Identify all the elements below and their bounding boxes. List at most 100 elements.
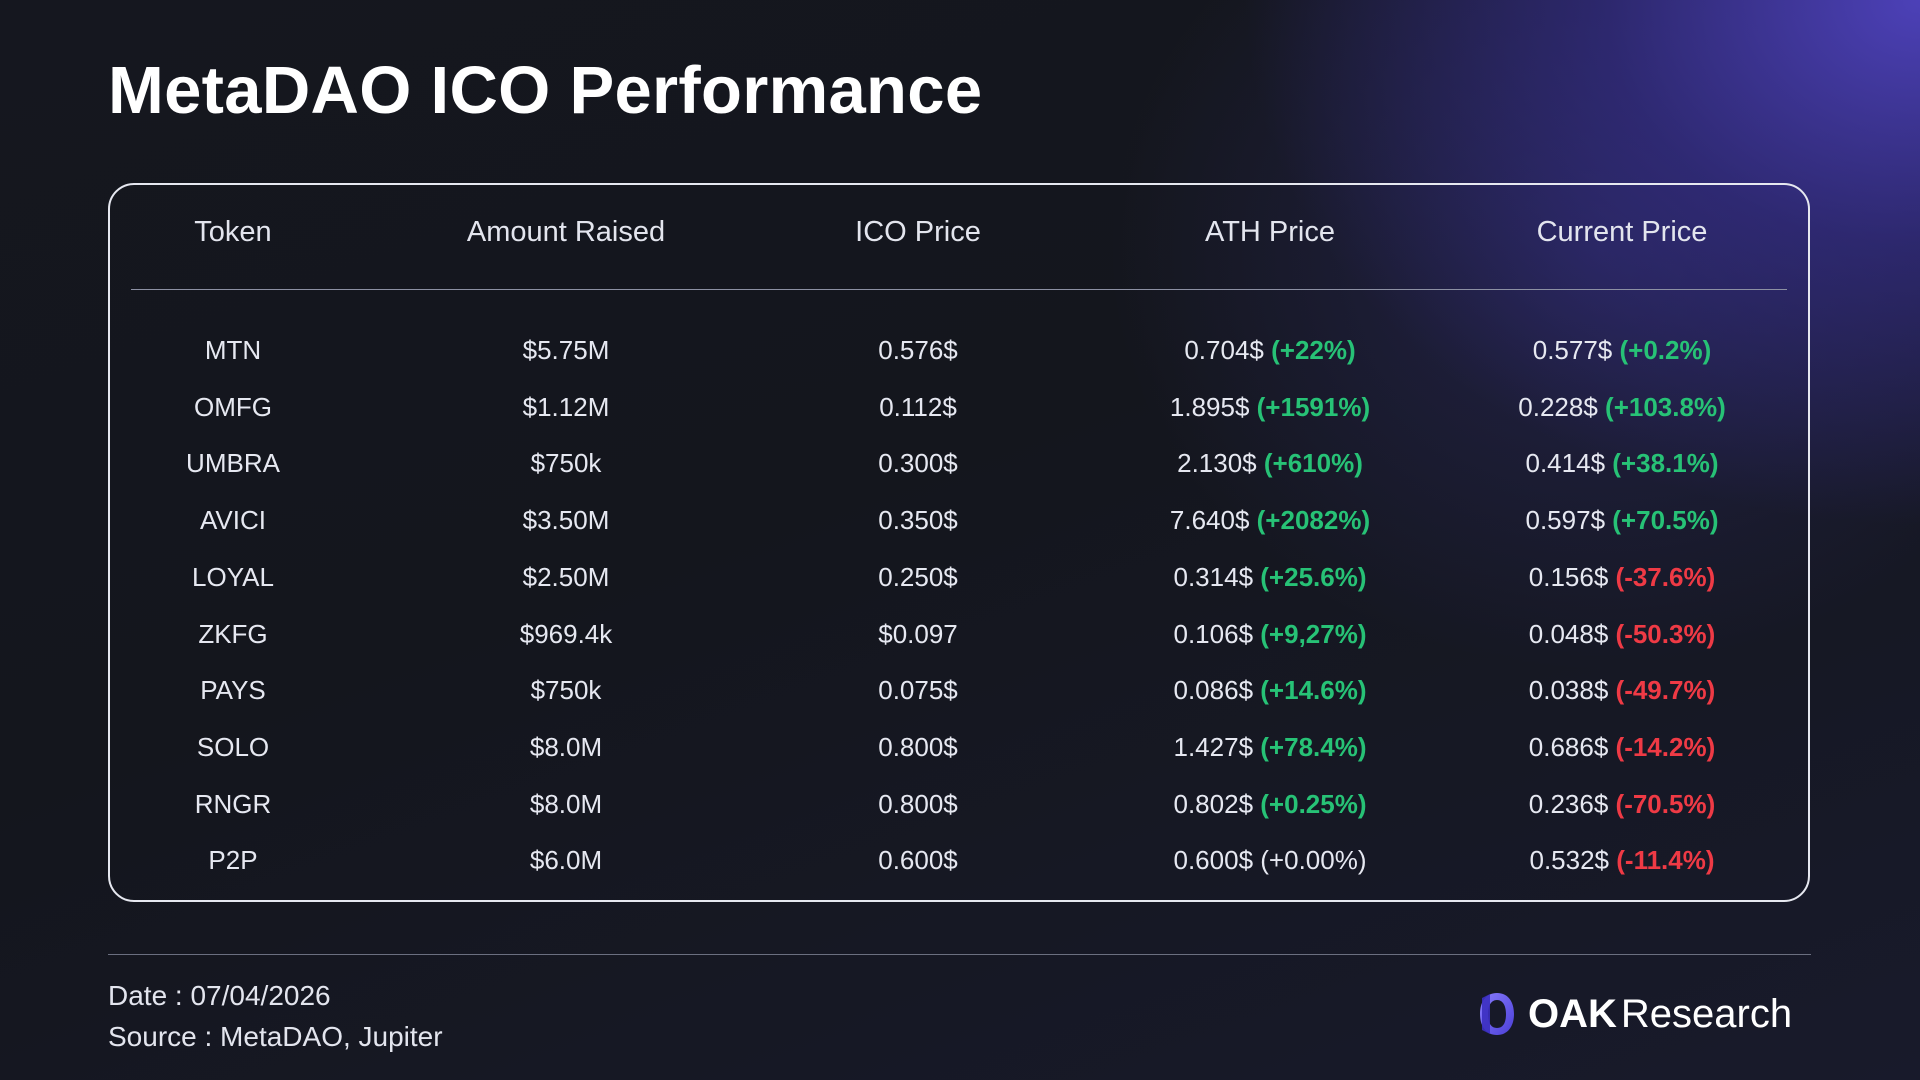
price-value: 0.414$ <box>1525 448 1606 479</box>
ath-price-cell: 0.704$ (+22%) <box>1184 335 1355 366</box>
column-header-amount-raised: Amount Raised <box>466 216 666 248</box>
table-row: ZKFG $969.4k $0.097 0.106$ (+9,27%) 0.048$ (… <box>110 607 1808 663</box>
ath-price-cell: 0.106$ (+9,27%) <box>1174 619 1367 650</box>
price-value: 0.577$ <box>1532 335 1613 365</box>
ath-price-cell: 7.640$ (+2082%) <box>1170 505 1370 536</box>
ico-price-cell: 0.250$ <box>878 561 958 592</box>
column-header-current-price: Current Price <box>1536 216 1708 248</box>
price-change-positive: (+610%) <box>1263 448 1363 479</box>
ath-price-cell: 0.086$ (+14.6%) <box>1174 675 1367 706</box>
token-cell: UMBRA <box>186 448 280 479</box>
amount-raised-cell: $8.0M <box>529 788 603 819</box>
ico-price-cell: 0.800$ <box>878 788 958 819</box>
current-price-cell: 0.414$ (+38.1%) <box>1526 448 1719 479</box>
price-value: 0.802$ <box>1173 788 1254 819</box>
current-price-cell: 0.156$ (-37.6%) <box>1529 562 1715 593</box>
price-change-positive: (+14.6%) <box>1260 675 1367 706</box>
price-change-positive: (+78.4%) <box>1260 731 1367 762</box>
token-cell: RNGR <box>194 788 272 819</box>
table-row: OMFG $1.12M 0.112$ 1.895$ (+1591%) 0.228$ (+… <box>110 380 1808 436</box>
price-value: 0.156$ <box>1528 561 1609 592</box>
price-change-negative: (-11.4%) <box>1616 845 1715 876</box>
header-divider <box>131 289 1787 290</box>
price-change-negative: (-50.3%) <box>1615 618 1716 649</box>
price-change-negative: (-14.2%) <box>1615 731 1716 762</box>
amount-raised-cell: $750k <box>530 675 602 706</box>
token-cell: AVICI <box>200 505 266 536</box>
price-value: 1.427$ <box>1173 731 1254 762</box>
price-change-positive: (+70.5%) <box>1612 505 1719 536</box>
price-value: 0.106$ <box>1173 618 1254 649</box>
token-cell: ZKFG <box>198 618 268 649</box>
footer-divider <box>108 954 1811 955</box>
amount-raised-cell: $750k <box>530 448 602 479</box>
ico-price-cell: 0.112$ <box>879 391 957 422</box>
amount-raised-cell: $8.0M <box>529 731 603 762</box>
price-value: 0.600$ <box>1173 845 1254 876</box>
brand-logo-group: OAK Research <box>1476 989 1792 1039</box>
ico-price-cell: 0.350$ <box>878 505 958 536</box>
current-price-cell: 0.038$ (-49.7%) <box>1529 675 1715 706</box>
ico-price-cell: $0.097 <box>878 618 958 649</box>
price-change-positive: (+22%) <box>1271 335 1356 365</box>
performance-table: Token Amount Raised ICO Price ATH Price … <box>108 183 1810 902</box>
price-change-neutral: (+0.00%) <box>1260 845 1367 876</box>
price-change-positive: (+9,27%) <box>1260 618 1367 649</box>
page-title: MetaDAO ICO Performance <box>108 53 983 128</box>
price-value: 0.597$ <box>1525 505 1606 536</box>
token-cell: SOLO <box>196 731 270 762</box>
token-cell: LOYAL <box>192 561 274 592</box>
ico-price-cell: 0.576$ <box>878 335 958 365</box>
ath-price-cell: 1.427$ (+78.4%) <box>1174 732 1367 763</box>
ico-price-cell: 0.075$ <box>878 675 958 706</box>
token-cell: OMFG <box>194 391 272 422</box>
token-cell: P2P <box>208 845 258 876</box>
footer-date: Date : 07/04/2026 <box>108 980 331 1011</box>
brand-research-text: Research <box>1620 991 1793 1036</box>
table-row: UMBRA $750k 0.300$ 2.130$ (+610%) 0.414$ (+3… <box>110 436 1808 492</box>
ath-price-cell: 0.600$ (+0.00%) <box>1174 845 1367 876</box>
ico-price-cell: 0.600$ <box>878 845 958 876</box>
table-row: PAYS $750k 0.075$ 0.086$ (+14.6%) 0.038$ (-4… <box>110 663 1808 719</box>
column-header-token: Token <box>194 216 272 248</box>
ico-price-cell: 0.800$ <box>878 731 958 762</box>
amount-raised-cell: $969.4k <box>519 618 613 649</box>
table-row: AVICI $3.50M 0.350$ 7.640$ (+2082%) 0.597$ (… <box>110 493 1808 549</box>
table-header-row: Token Amount Raised ICO Price ATH Price … <box>110 185 1808 289</box>
price-value: 0.038$ <box>1528 675 1609 706</box>
table-row: SOLO $8.0M 0.800$ 1.427$ (+78.4%) 0.686$ (-1… <box>110 720 1808 776</box>
price-change-positive: (+38.1%) <box>1612 448 1719 479</box>
price-value: 0.236$ <box>1528 788 1609 819</box>
brand-oak-text: OAK <box>1528 991 1617 1036</box>
ath-price-cell: 0.802$ (+0.25%) <box>1174 789 1367 820</box>
ath-price-cell: 0.314$ (+25.6%) <box>1174 562 1367 593</box>
price-change-negative: (-49.7%) <box>1615 675 1716 706</box>
price-value: 0.048$ <box>1528 618 1609 649</box>
column-header-ico-price: ICO Price <box>855 216 981 248</box>
amount-raised-cell: $2.50M <box>522 561 610 592</box>
current-price-cell: 0.597$ (+70.5%) <box>1526 505 1719 536</box>
price-value: 1.895$ <box>1169 391 1250 422</box>
current-price-cell: 0.236$ (-70.5%) <box>1529 789 1715 820</box>
price-value: 0.686$ <box>1528 731 1609 762</box>
price-change-negative: (-70.5%) <box>1615 788 1716 819</box>
price-value: 0.704$ <box>1184 335 1264 365</box>
price-change-negative: (-37.6%) <box>1615 561 1716 592</box>
price-value: 0.086$ <box>1173 675 1254 706</box>
table-row: LOYAL $2.50M 0.250$ 0.314$ (+25.6%) 0.156$ (… <box>110 550 1808 606</box>
ath-price-cell: 2.130$ (+610%) <box>1177 448 1363 479</box>
table-row: RNGR $8.0M 0.800$ 0.802$ (+0.25%) 0.236$ (-7… <box>110 777 1808 833</box>
ico-price-cell: 0.300$ <box>878 448 958 479</box>
amount-raised-cell: $5.75M <box>522 335 610 365</box>
table-row: P2P $6.0M 0.600$ 0.600$ (+0.00%) 0.532$ (-11… <box>110 833 1808 889</box>
token-cell: PAYS <box>200 675 266 706</box>
token-cell: MTN <box>204 335 262 365</box>
price-change-positive: (+2082%) <box>1256 505 1371 536</box>
current-price-cell: 0.532$ (-11.4%) <box>1529 845 1714 876</box>
price-change-positive: (+1591%) <box>1256 391 1371 422</box>
price-value: 2.130$ <box>1177 448 1257 479</box>
table-row: MTN $5.75M 0.576$ 0.704$ (+22%) 0.577$ (+0.2… <box>110 323 1808 379</box>
current-price-cell: 0.686$ (-14.2%) <box>1529 732 1715 763</box>
price-change-positive: (+0.2%) <box>1619 335 1712 365</box>
current-price-cell: 0.048$ (-50.3%) <box>1529 619 1715 650</box>
